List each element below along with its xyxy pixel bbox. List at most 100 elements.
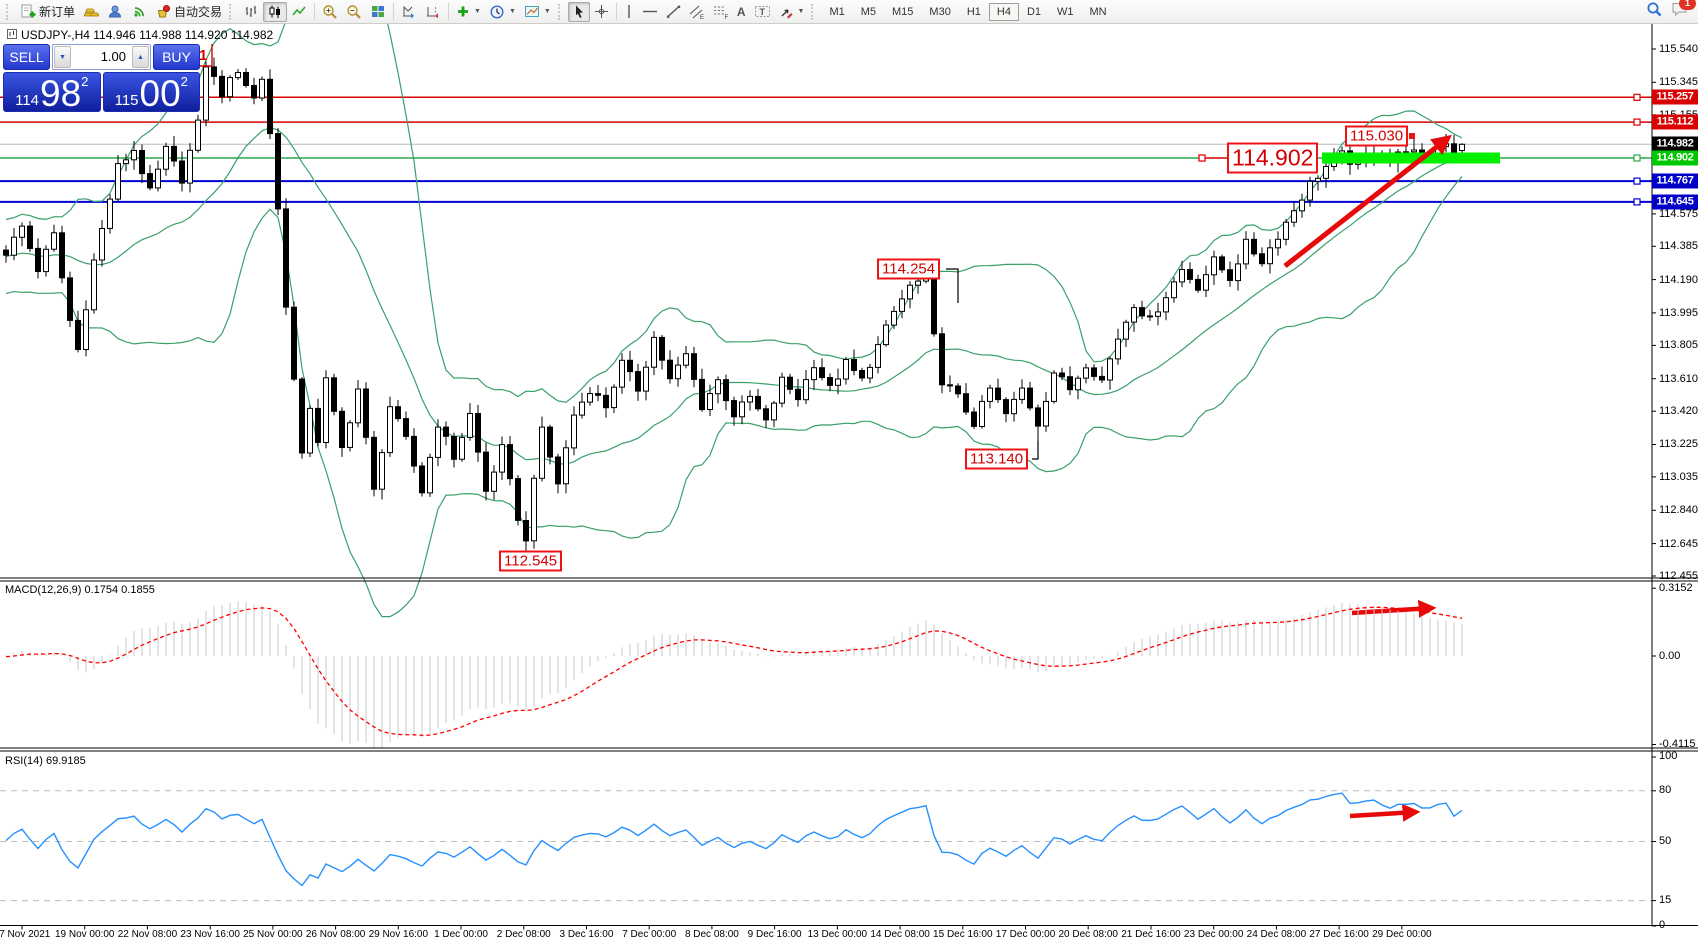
svg-text:F: F [724,15,728,20]
support-highlight-bar[interactable] [1322,152,1500,164]
tab-h1[interactable]: H1 [966,5,981,18]
toolbar-grip[interactable] [6,3,13,20]
indicator-plus-icon [456,4,470,19]
gold-bars-icon [83,4,100,19]
annotation-price-box[interactable]: 114.902 [1227,142,1319,174]
indicators-button[interactable]: ▼ [452,2,485,22]
text-button[interactable]: A [733,2,750,22]
bar-chart-button[interactable] [239,2,263,22]
autotrading-label: 自动交易 [174,5,223,19]
chart-title-text: USDJPY-,H4 114.946 114.988 114.920 114.9… [21,28,274,42]
vertical-line-button[interactable] [620,2,638,22]
trendline-button[interactable] [662,2,685,22]
notification-badge: 1 [1679,0,1696,10]
tab-d1[interactable]: D1 [1026,5,1042,18]
zoom-out-button[interactable] [342,2,366,22]
volume-input[interactable]: 1.00 [100,49,126,64]
new-order-button[interactable]: 新订单 [16,2,79,22]
tab-m30[interactable]: M30 [929,5,951,18]
cursor-button[interactable] [567,1,590,22]
candlestick-chart-button[interactable] [263,1,288,22]
buy-price-prefix: 115 [114,92,139,109]
one-click-trading-panel: SELL ▼ 1.00 ▲ BUY 114 98 2 115 00 2 [3,44,200,112]
zoom-in-icon [322,4,338,20]
chart-window-icon [7,28,17,42]
crosshair-icon [594,4,609,19]
trendline-icon [666,4,681,19]
line-chart-icon [291,4,307,19]
chart-shift-button[interactable] [421,2,445,22]
horizontal-line-button[interactable] [638,2,662,22]
text-label-icon: T [754,4,771,19]
trend-arrow[interactable] [1349,803,1421,822]
tab-m1[interactable]: M1 [829,5,845,18]
zoom-in-button[interactable] [318,2,342,22]
deposit-button[interactable] [79,2,103,22]
chevron-down-icon: ▼ [543,8,551,15]
tab-m15[interactable]: M15 [892,5,914,18]
sell-price-sup: 2 [81,74,89,89]
toolbar-grip[interactable] [229,3,236,20]
clock-icon [489,4,505,20]
annotation-price-box[interactable]: 114.254 [877,258,941,280]
trend-arrow[interactable] [1283,134,1452,268]
toolbar-grip[interactable] [811,3,818,20]
volume-decrease-button[interactable]: ▼ [54,46,71,68]
tab-m5[interactable]: M5 [860,5,877,18]
tab-h4[interactable]: H4 [988,2,1019,21]
tile-windows-button[interactable] [366,2,390,22]
template-icon [524,4,540,19]
line-chart-button[interactable] [287,2,311,22]
user-icon [107,4,123,19]
fibonacci-button[interactable]: F [709,2,733,22]
fibonacci-icon: F [713,4,729,20]
arrows-button[interactable]: ▼ [775,2,809,22]
templates-button[interactable]: ▼ [520,2,555,22]
notifications-button[interactable]: 1 [1671,0,1696,22]
svg-text:E: E [700,15,704,20]
signals-button[interactable] [127,2,151,22]
periods-button[interactable]: ▼ [485,2,520,22]
rsi-label: RSI(14) 69.9185 [5,755,86,767]
chart-object-1-label[interactable]: 1 [199,47,207,64]
volume-stepper: ▼ 1.00 ▲ [52,44,151,70]
chart-shift-icon [425,4,441,19]
autotrading-button[interactable]: 自动交易 [151,2,226,22]
chevron-down-icon: ▼ [797,8,805,15]
sell-price-big: 98 [40,73,82,114]
bollinger-upper-band [5,0,1463,403]
crosshair-button[interactable] [590,2,613,22]
annotation-price-box[interactable]: 112.545 [499,550,563,572]
rsi-line [5,792,1463,887]
tab-w1[interactable]: W1 [1057,5,1074,18]
chart-title: USDJPY-,H4 114.946 114.988 114.920 114.9… [7,28,273,42]
text-label-button[interactable]: T [750,2,775,22]
community-button[interactable] [103,2,127,22]
auto-scroll-icon [401,4,417,19]
tab-mn[interactable]: MN [1089,5,1107,18]
search-icon[interactable] [1646,1,1663,23]
candlestick-chart-icon [267,4,283,19]
bar-chart-icon [243,4,259,19]
bollinger-middle-band [5,126,1463,465]
channel-button[interactable]: E [685,2,709,22]
auto-scroll-button[interactable] [397,2,421,22]
annotation-price-box[interactable]: 113.140 [965,448,1029,470]
volume-increase-button[interactable]: ▲ [132,46,149,68]
sell-button[interactable]: SELL [3,44,50,70]
sell-price-quote[interactable]: 114 98 2 [3,72,101,112]
macd-label: MACD(12,26,9) 0.1754 0.1855 [5,584,155,596]
signal-icon [131,4,147,19]
buy-price-quote[interactable]: 115 00 2 [102,72,200,112]
equidistant-channel-icon: E [689,4,705,20]
buy-price-sup: 2 [180,74,188,89]
annotation-price-box[interactable]: 115.030 [1345,125,1409,147]
trend-arrow[interactable] [1351,599,1437,618]
cursor-icon [572,4,586,20]
vertical-line-icon [624,4,634,19]
autotrading-icon [155,4,171,19]
toolbar-grip[interactable] [557,3,565,20]
buy-button[interactable]: BUY [153,44,200,70]
